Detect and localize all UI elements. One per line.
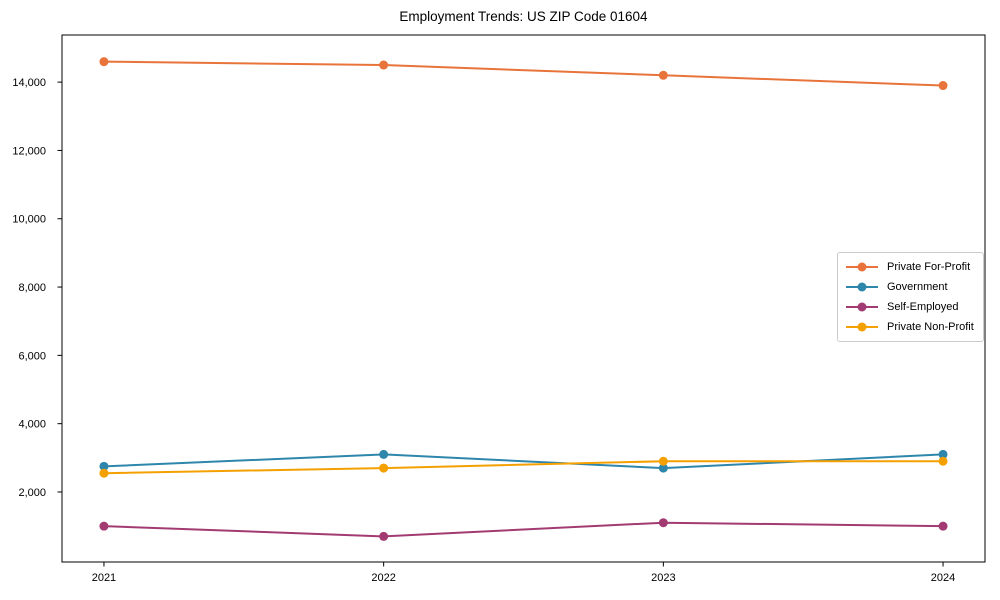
y-tick-label: 10,000 (12, 214, 46, 226)
legend-entry: Private For-Profit (845, 257, 977, 277)
data-point (379, 449, 389, 459)
data-point (99, 521, 109, 531)
data-point (938, 521, 948, 531)
y-tick-label: 4,000 (18, 419, 46, 431)
y-tick-label: 6,000 (18, 350, 46, 362)
data-point (658, 70, 668, 80)
legend-marker-icon (846, 302, 878, 312)
data-point (658, 456, 668, 466)
series-line-self-employed (103, 521, 944, 538)
data-point (938, 449, 948, 459)
data-point (379, 531, 389, 541)
legend-entry: Self-Employed (845, 297, 977, 317)
y-tick-label: 2,000 (18, 487, 46, 499)
legend-label: Private For-Profit (887, 261, 971, 273)
data-point (938, 81, 948, 91)
plot-border (61, 34, 986, 563)
legend: Private For-Profit Government Self-Employe… (837, 252, 984, 342)
x-tick-label: 2023 (651, 572, 675, 584)
legend-marker-icon (846, 322, 878, 332)
x-tick-label: 2022 (371, 572, 395, 584)
data-point (99, 461, 109, 471)
legend-label: Private Non-Profit (887, 321, 974, 333)
y-tick-label: 14,000 (12, 77, 46, 89)
data-point (938, 456, 948, 466)
y-tick-label: 12,000 (12, 145, 46, 157)
data-point (99, 57, 109, 67)
legend-label: Self-Employed (887, 301, 959, 313)
series-line-private-for-profit (103, 60, 944, 87)
chart-title: Employment Trends: US ZIP Code 01604 (399, 9, 648, 24)
data-point (379, 60, 389, 70)
data-point (379, 463, 389, 473)
data-point (99, 468, 109, 478)
legend-entry: Government (845, 277, 977, 297)
legend-marker-icon (846, 262, 878, 272)
legend-entry: Private Non-Profit (845, 317, 977, 337)
y-tick-label: 8,000 (18, 282, 46, 294)
data-point (658, 463, 668, 473)
x-tick-label: 2021 (92, 572, 116, 584)
legend-marker-icon (846, 282, 878, 292)
data-point (658, 518, 668, 528)
x-tick-label: 2024 (931, 572, 955, 584)
legend-label: Government (887, 281, 948, 293)
series-line-private-non-profit (103, 460, 944, 475)
